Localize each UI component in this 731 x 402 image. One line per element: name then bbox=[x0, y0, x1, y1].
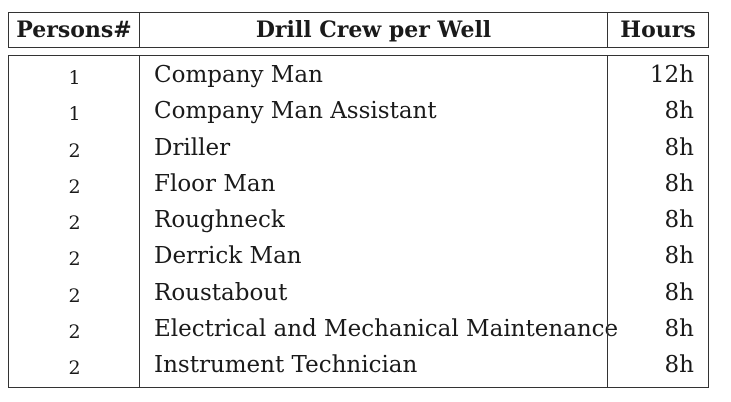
persons-cell: 2 bbox=[68, 284, 81, 307]
hours-cell: 8h bbox=[664, 279, 694, 306]
hours-cell: 8h bbox=[664, 170, 694, 197]
crew-cell: Driller bbox=[154, 134, 231, 161]
hours-cell: 8h bbox=[664, 134, 694, 161]
column-divider bbox=[607, 56, 608, 387]
crew-cell: Roustabout bbox=[154, 279, 288, 306]
crew-cell: Derrick Man bbox=[154, 243, 302, 270]
column-divider bbox=[139, 56, 140, 387]
drill-crew-table: Persons# Drill Crew per Well Hours 1 Com… bbox=[8, 12, 709, 388]
persons-cell: 2 bbox=[68, 212, 81, 235]
persons-cell: 2 bbox=[68, 248, 81, 271]
persons-cell: 1 bbox=[68, 103, 81, 126]
table-row: 2 Floor Man 8h bbox=[9, 166, 708, 202]
header-persons: Persons# bbox=[9, 13, 140, 47]
persons-cell: 2 bbox=[68, 139, 81, 162]
hours-cell: 8h bbox=[664, 207, 694, 234]
table-row: 2 Roustabout 8h bbox=[9, 275, 708, 311]
table-row: 2 Driller 8h bbox=[9, 130, 708, 166]
table-body: 1 Company Man 12h 1 Company Man Assistan… bbox=[8, 55, 709, 388]
persons-cell: 2 bbox=[68, 175, 81, 198]
table-row: 2 Derrick Man 8h bbox=[9, 238, 708, 274]
crew-cell: Company Man bbox=[154, 62, 323, 88]
hours-cell: 8h bbox=[664, 98, 694, 125]
table-row: 2 Electrical and Mechanical Maintenance … bbox=[9, 311, 708, 347]
hours-cell: 8h bbox=[664, 352, 694, 379]
hours-cell: 12h bbox=[649, 62, 694, 88]
header-separator bbox=[8, 48, 709, 55]
crew-cell: Company Man Assistant bbox=[154, 98, 437, 125]
crew-cell: Roughneck bbox=[154, 207, 285, 234]
persons-cell: 2 bbox=[68, 357, 81, 380]
crew-cell: Instrument Technician bbox=[154, 352, 418, 379]
persons-cell: 1 bbox=[68, 67, 81, 89]
hours-cell: 8h bbox=[664, 243, 694, 270]
table-row: 2 Roughneck 8h bbox=[9, 202, 708, 238]
table-row: 1 Company Man Assistant 8h bbox=[9, 93, 708, 129]
header-hours: Hours bbox=[620, 17, 696, 43]
hours-cell: 8h bbox=[664, 316, 694, 343]
persons-cell: 2 bbox=[68, 321, 81, 344]
crew-cell: Electrical and Mechanical Maintenance bbox=[154, 316, 619, 343]
table-row: 2 Instrument Technician 8h bbox=[9, 347, 708, 383]
header-crew: Drill Crew per Well bbox=[140, 13, 608, 47]
crew-cell: Floor Man bbox=[154, 170, 276, 197]
table-row: 1 Company Man 12h bbox=[9, 57, 708, 93]
table-header: Persons# Drill Crew per Well Hours bbox=[8, 12, 709, 48]
